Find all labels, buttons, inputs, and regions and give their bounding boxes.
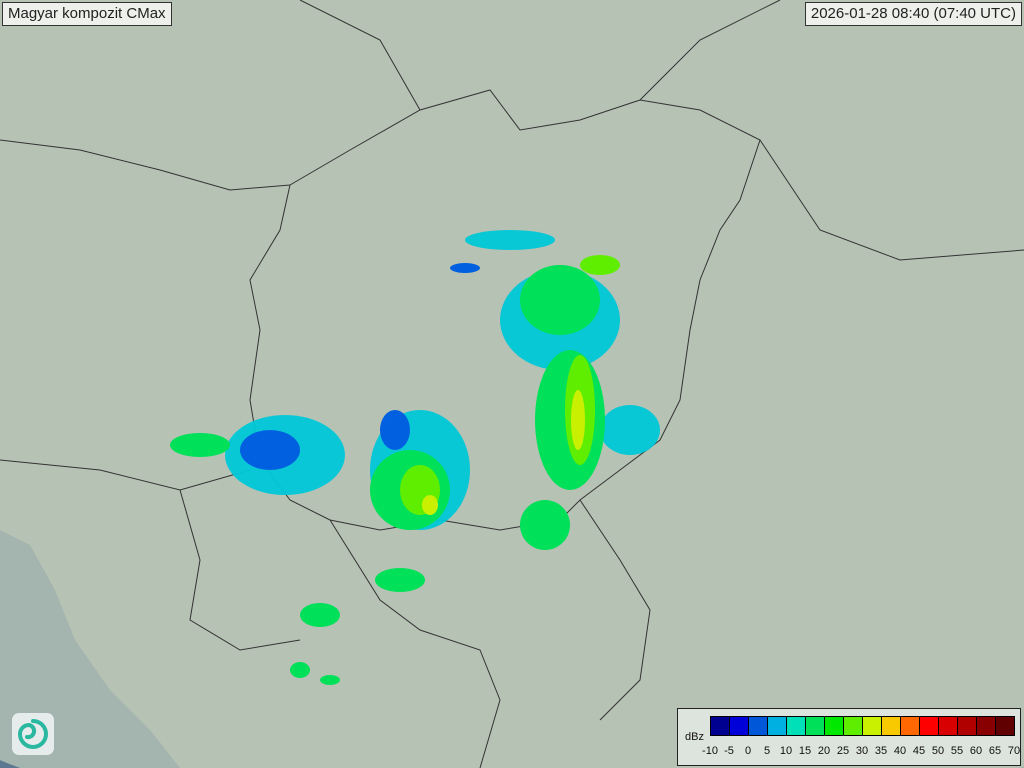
legend-tick: 25 (836, 745, 850, 757)
legend-tick: 40 (893, 745, 907, 757)
legend-tick: 15 (798, 745, 812, 757)
color-swatch (958, 717, 977, 735)
color-swatch (768, 717, 787, 735)
color-swatch (977, 717, 996, 735)
swirl-logo-icon (12, 713, 54, 755)
legend-tick: 0 (744, 745, 752, 757)
legend-tick: 50 (931, 745, 945, 757)
color-swatch (806, 717, 825, 735)
color-swatch (711, 717, 730, 735)
legend-unit: dBz (685, 731, 704, 743)
color-swatch (996, 717, 1014, 735)
color-swatch (844, 717, 863, 735)
legend-tick: 20 (817, 745, 831, 757)
legend-ticks: -10 -5 0 5 10 15 20 25 30 35 40 45 50 55 60 65 70 (702, 745, 1020, 759)
legend-tick: 30 (855, 745, 869, 757)
legend-tick: 35 (874, 745, 888, 757)
color-swatch (749, 717, 768, 735)
color-swatch (825, 717, 844, 735)
dbz-legend: dBz -10 -5 0 5 10 15 20 25 30 35 40 45 50 55 60 65 70 (677, 708, 1021, 766)
color-swatch (882, 717, 901, 735)
color-swatch (730, 717, 749, 735)
radar-echoes (170, 230, 660, 685)
color-swatch (787, 717, 806, 735)
legend-tick: -10 (702, 745, 718, 757)
legend-tick: -5 (724, 745, 734, 757)
color-scale (710, 716, 1015, 736)
legend-tick: 55 (950, 745, 964, 757)
legend-tick: 70 (1007, 745, 1021, 757)
product-title: Magyar kompozit CMax (2, 2, 172, 26)
legend-tick: 65 (988, 745, 1002, 757)
color-swatch (863, 717, 882, 735)
color-swatch (939, 717, 958, 735)
color-swatch (901, 717, 920, 735)
color-swatch (920, 717, 939, 735)
legend-tick: 10 (779, 745, 793, 757)
timestamp: 2026-01-28 08:40 (07:40 UTC) (804, 2, 1022, 26)
legend-tick: 60 (969, 745, 983, 757)
legend-tick: 45 (912, 745, 926, 757)
legend-tick: 5 (763, 745, 771, 757)
